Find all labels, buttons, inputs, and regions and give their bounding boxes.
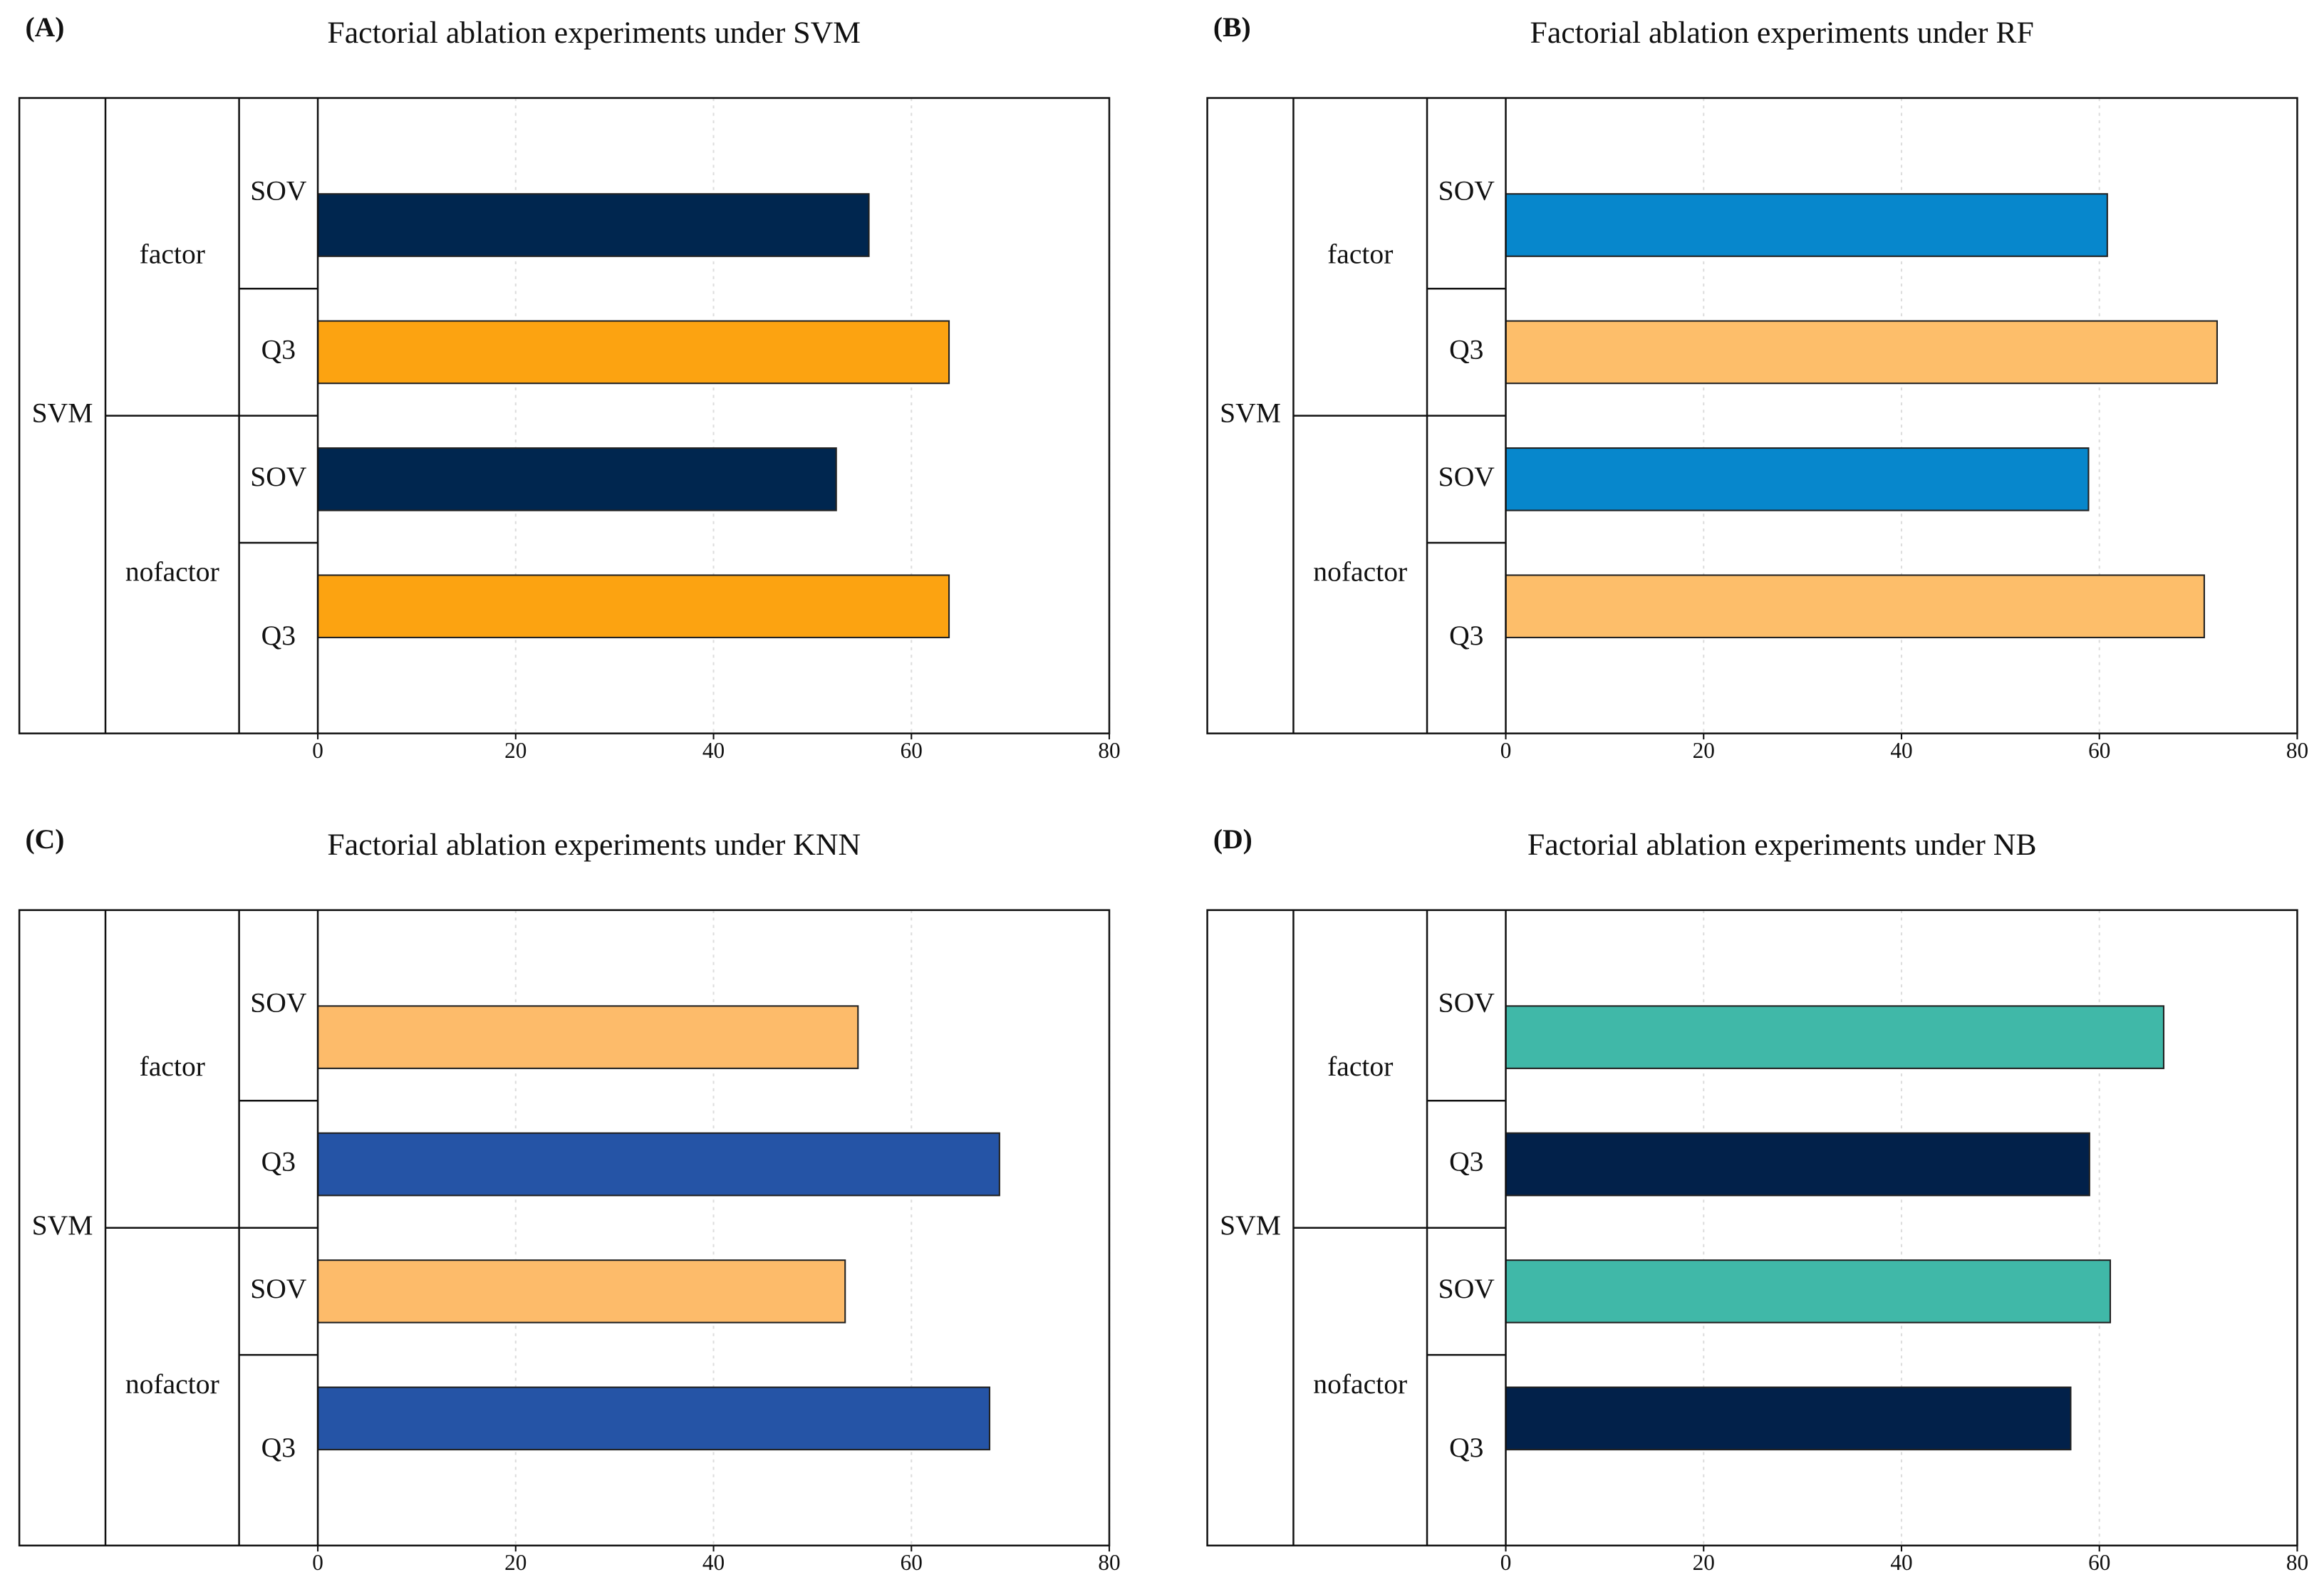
x-tick-label: 60 <box>2088 738 2110 763</box>
x-tick-label: 0 <box>1500 1550 1512 1575</box>
group-label: factor <box>1327 1051 1393 1082</box>
x-tick-label: 0 <box>1500 738 1512 763</box>
x-tick-label: 60 <box>2088 1550 2110 1575</box>
group-label: nofactor <box>1313 1368 1407 1400</box>
x-tick-label: 80 <box>2286 738 2308 763</box>
x-tick-label: 20 <box>1693 1550 1715 1575</box>
bar <box>317 1386 991 1451</box>
group-label: nofactor <box>125 1368 219 1400</box>
outer-group-label: SVM <box>1220 1209 1281 1241</box>
category-label: SOV <box>250 175 307 206</box>
bar <box>1505 1005 2165 1069</box>
x-tick-label: 40 <box>1890 1550 1912 1575</box>
chart-title: Factorial ablation experiments under KNN <box>327 828 861 862</box>
panel-label: (B) <box>1213 11 1251 43</box>
bar <box>317 1005 859 1069</box>
category-label: Q3 <box>261 1432 296 1463</box>
category-label: Q3 <box>261 1146 296 1177</box>
group-label: nofactor <box>1313 556 1407 588</box>
bar <box>1505 574 2205 639</box>
x-tick-label: 60 <box>901 738 923 763</box>
outer-group-label: SVM <box>32 397 93 429</box>
x-tick-label: 0 <box>312 1550 323 1575</box>
panel-label: (D) <box>1213 823 1252 855</box>
chart-title: Factorial ablation experiments under NB <box>1527 828 2037 862</box>
frame <box>18 909 1111 1547</box>
frame <box>18 97 1111 734</box>
x-tick-label: 20 <box>504 738 526 763</box>
group-label: factor <box>140 239 205 270</box>
outer-group-label: SVM <box>1220 397 1281 429</box>
outer-group-label: SVM <box>32 1209 93 1241</box>
bar <box>317 1259 846 1323</box>
bar <box>1505 447 2090 511</box>
frame <box>1206 97 2298 734</box>
x-tick-label: 80 <box>1098 738 1120 763</box>
category-label: SOV <box>1438 175 1495 206</box>
bar <box>317 193 870 257</box>
category-label: Q3 <box>261 620 296 651</box>
chart-title: Factorial ablation experiments under RF <box>1530 16 2034 50</box>
category-label: Q3 <box>1449 1146 1483 1177</box>
x-tick-label: 40 <box>1890 738 1912 763</box>
x-tick-label: 60 <box>901 1550 923 1575</box>
panel-label: (A) <box>25 11 64 43</box>
chart-title: Factorial ablation experiments under SVM <box>327 16 861 50</box>
bar <box>1505 320 2219 385</box>
group-label: nofactor <box>125 556 219 588</box>
bar <box>1505 1386 2072 1451</box>
x-tick-label: 80 <box>2286 1550 2308 1575</box>
frame <box>1206 909 2298 1547</box>
x-tick-label: 20 <box>504 1550 526 1575</box>
x-tick-label: 20 <box>1693 738 1715 763</box>
group-label: factor <box>1327 239 1393 270</box>
category-label: Q3 <box>1449 333 1483 365</box>
category-label: Q3 <box>1449 620 1483 651</box>
x-tick-label: 80 <box>1098 1550 1120 1575</box>
category-label: Q3 <box>1449 1432 1483 1463</box>
bar <box>1505 1259 2112 1323</box>
category-label: SOV <box>1438 987 1495 1019</box>
panel-label: (C) <box>25 823 64 855</box>
bar <box>1505 1132 2090 1197</box>
x-tick-label: 40 <box>702 1550 725 1575</box>
bar <box>317 320 950 385</box>
category-label: SOV <box>1438 461 1495 492</box>
bar <box>317 574 950 639</box>
category-label: SOV <box>250 461 307 492</box>
category-label: SOV <box>250 987 307 1019</box>
group-label: factor <box>140 1051 205 1082</box>
category-label: SOV <box>250 1273 307 1304</box>
bar <box>1505 193 2108 257</box>
bar <box>317 1132 1000 1197</box>
x-tick-label: 0 <box>312 738 323 763</box>
x-tick-label: 40 <box>702 738 725 763</box>
category-label: Q3 <box>261 333 296 365</box>
bar <box>317 447 837 511</box>
category-label: SOV <box>1438 1273 1495 1304</box>
